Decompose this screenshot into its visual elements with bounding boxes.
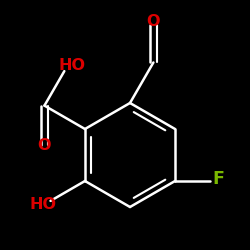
- Text: HO: HO: [59, 58, 86, 73]
- Text: O: O: [38, 138, 51, 153]
- Text: HO: HO: [29, 198, 56, 212]
- Text: O: O: [147, 14, 160, 28]
- Text: F: F: [212, 170, 224, 188]
